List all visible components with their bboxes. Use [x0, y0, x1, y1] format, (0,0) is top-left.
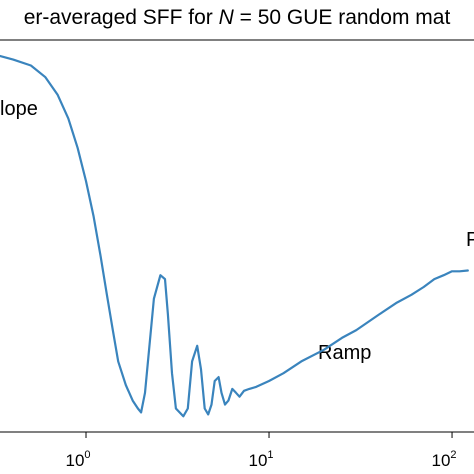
annotation-plateau: P [466, 229, 474, 251]
x-tick-label-1: 101 [249, 449, 274, 470]
x-tick-label-0: 100 [65, 449, 90, 470]
title-part-3: = 50 GUE random mat [240, 6, 451, 29]
title-part-1: er-averaged SFF for [24, 6, 219, 29]
title-part-2: N [219, 6, 235, 29]
annotation-slope: lope [0, 98, 38, 120]
x-tick-label-2: 102 [432, 449, 457, 470]
x-axis-ticks: 100 101 102 [65, 432, 457, 470]
series-line [0, 54, 469, 418]
annotation-ramp: Ramp [318, 342, 371, 364]
chart-title: er-averaged SFF for N = 50 GUE random ma… [24, 6, 451, 29]
